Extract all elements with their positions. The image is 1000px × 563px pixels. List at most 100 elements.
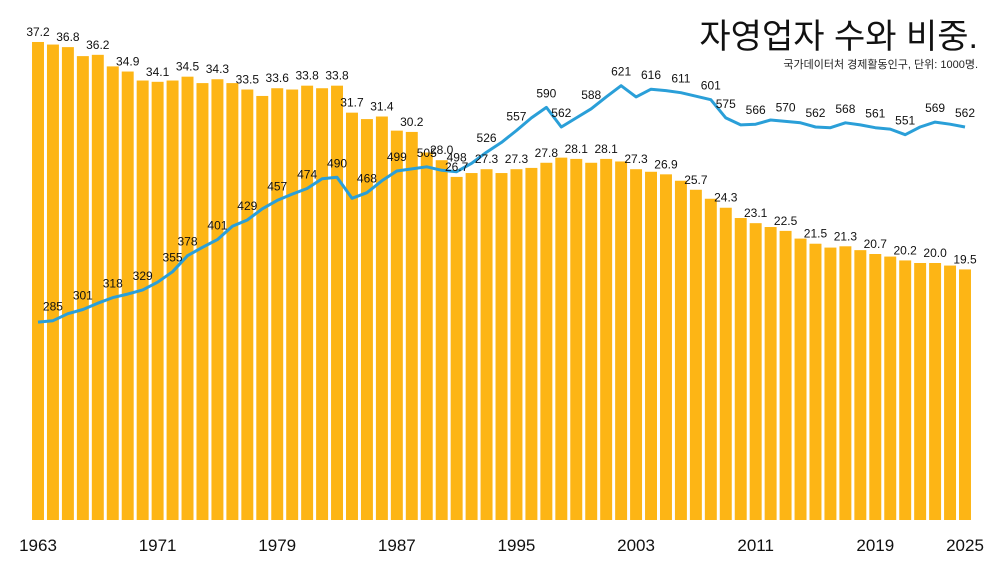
bar [824, 247, 837, 520]
line-value-label: 561 [865, 107, 885, 121]
x-tick-label: 2003 [617, 536, 655, 555]
bar [779, 230, 792, 520]
line-value-label: 551 [895, 114, 915, 128]
line-value-label: 429 [237, 199, 257, 213]
line-value-label: 616 [641, 68, 661, 82]
bar [689, 189, 702, 520]
line-value-label: 557 [506, 109, 526, 123]
chart-subtitle: 국가데이터처 경제활동인구, 단위: 1000명. [783, 57, 978, 71]
x-tick-label: 2025 [946, 536, 984, 555]
line-value-label: 401 [207, 219, 227, 233]
bar [181, 76, 194, 521]
bar-value-label: 21.3 [834, 229, 858, 243]
line-value-label: 498 [447, 151, 467, 165]
bar [495, 173, 508, 521]
bar [645, 171, 657, 520]
x-tick-label: 1995 [498, 536, 536, 555]
line-value-label: 621 [611, 65, 631, 79]
bar [211, 79, 224, 521]
chart-title: 자영업자 수와 비중. [699, 18, 978, 56]
bar-value-label: 28.1 [565, 142, 589, 156]
bar [256, 95, 269, 520]
bar [166, 80, 179, 520]
line-value-label: 318 [103, 277, 123, 291]
line-value-label: 588 [581, 88, 601, 102]
bar-value-label: 28.1 [594, 142, 618, 156]
bar-value-label: 26.9 [654, 157, 678, 171]
line [37, 84, 966, 324]
bar [914, 263, 927, 520]
bar [375, 116, 388, 520]
bar-value-label: 19.5 [953, 252, 977, 266]
bar [615, 161, 628, 521]
bar-value-label: 27.3 [475, 152, 499, 166]
bar [525, 167, 538, 520]
bar [151, 81, 164, 520]
bar [899, 260, 912, 520]
bar [271, 88, 284, 521]
bar [106, 66, 119, 521]
bar-value-label: 31.4 [370, 100, 394, 114]
line-value-label: 301 [73, 289, 93, 303]
bar-value-label: 26.7 [445, 160, 469, 174]
line-value-label: 355 [163, 251, 183, 265]
line-value-label: 611 [671, 72, 690, 86]
line-value-label: 505 [417, 146, 437, 160]
bar-value-label: 27.3 [505, 152, 529, 166]
bar [794, 238, 807, 520]
line-value-label: 590 [536, 86, 556, 100]
line-value-label: 468 [357, 172, 377, 186]
bar [510, 169, 523, 520]
bar [46, 44, 59, 521]
line-value-label: 285 [43, 300, 63, 314]
bar [435, 160, 448, 520]
bar-value-label: 21.5 [804, 227, 828, 241]
x-tick-label: 1971 [139, 536, 177, 555]
bar-value-label: 20.2 [894, 243, 918, 257]
bar-value-label: 27.8 [535, 146, 559, 160]
bar-value-label: 25.7 [684, 173, 708, 187]
bar-value-label: 22.5 [774, 214, 798, 228]
bar [226, 83, 239, 520]
bar-value-label: 33.8 [325, 69, 349, 83]
bar [630, 169, 643, 520]
bar [704, 198, 717, 520]
line-value-label: 457 [267, 179, 287, 193]
bar [286, 89, 299, 521]
bar [839, 246, 852, 521]
bar [331, 85, 344, 521]
line-value-label: 568 [835, 102, 855, 116]
line-value-label: 329 [133, 269, 153, 283]
x-tick-label: 1987 [378, 536, 416, 555]
bar [420, 152, 433, 521]
bar-value-label: 28.0 [430, 143, 454, 157]
bar-value-label: 36.8 [56, 30, 80, 44]
line-value-label: 526 [477, 131, 497, 145]
bar-value-label: 30.2 [400, 115, 424, 129]
bar [659, 174, 672, 520]
bar-value-label: 31.7 [340, 96, 364, 110]
bar-value-label: 20.7 [864, 237, 888, 251]
bar [959, 269, 971, 520]
bar [301, 85, 314, 521]
bar [450, 176, 463, 520]
bar [121, 71, 134, 520]
line-value-label: 566 [746, 103, 766, 117]
line-value-label: 575 [716, 97, 736, 111]
bar [540, 162, 553, 520]
line-value-label: 562 [805, 106, 825, 120]
bar [719, 207, 732, 520]
bar [869, 254, 882, 520]
bar-value-label: 37.2 [26, 25, 50, 39]
x-tick-label: 2011 [737, 536, 774, 555]
bar-value-label: 20.0 [923, 246, 947, 260]
bar [346, 112, 358, 520]
bar-value-label: 34.5 [176, 60, 200, 74]
line-value-label: 562 [955, 106, 975, 120]
bar [749, 223, 762, 521]
bar [76, 56, 89, 521]
bar [32, 41, 44, 520]
bar-value-label: 23.1 [744, 206, 768, 220]
bar [360, 119, 373, 520]
